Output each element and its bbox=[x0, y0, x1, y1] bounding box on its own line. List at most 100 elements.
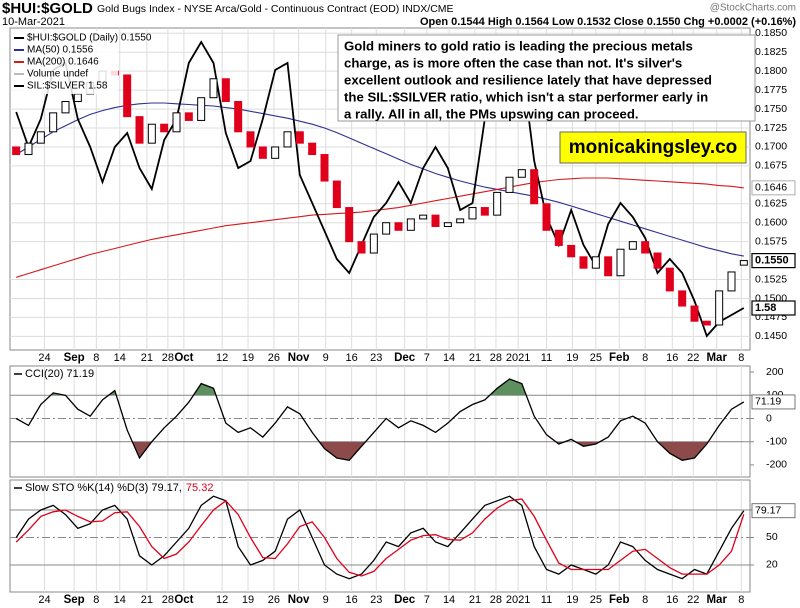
x-tick-label: 16 bbox=[346, 352, 358, 364]
x-tick-label: 8 bbox=[93, 594, 99, 606]
candle-body bbox=[320, 154, 329, 182]
candle-body bbox=[554, 229, 563, 246]
value-tag bbox=[751, 300, 796, 316]
candle-body bbox=[591, 256, 600, 269]
x-tick-label: 8 bbox=[93, 352, 99, 364]
candle-body bbox=[604, 256, 613, 277]
value-tag-label: 0.1646 bbox=[755, 182, 787, 194]
candle-body bbox=[665, 267, 674, 292]
x-tick-label: 21 bbox=[469, 594, 481, 606]
panel-title: Slow STO %K(14) %D(3) 79.17, bbox=[25, 482, 182, 494]
quote: Open 0.1544 High 0.1564 Low 0.1532 Close… bbox=[420, 16, 796, 28]
y-tick-label: 0.1700 bbox=[755, 141, 787, 153]
legend-label: MA(200) 0.1646 bbox=[27, 57, 99, 68]
candle-body bbox=[394, 222, 403, 231]
x-tick-label: 28 bbox=[490, 594, 502, 606]
value-tag-label: 0.1550 bbox=[755, 255, 789, 267]
y-tick-label: 0.1600 bbox=[755, 216, 787, 228]
candle-body bbox=[345, 207, 354, 243]
legend-label: MA(50) 0.1556 bbox=[27, 45, 94, 56]
x-tick-label: 9 bbox=[323, 594, 329, 606]
candle-body bbox=[505, 176, 514, 193]
annotation-line: Gold miners to gold ratio is leading the… bbox=[344, 38, 693, 53]
y-tick-label: 0.1800 bbox=[755, 65, 787, 77]
candle-body bbox=[332, 180, 341, 209]
x-tick-label: 23 bbox=[370, 594, 382, 606]
candle-body bbox=[258, 146, 267, 159]
candle-body bbox=[443, 222, 452, 228]
x-tick-label: 19 bbox=[242, 594, 254, 606]
candle-body bbox=[690, 305, 699, 322]
candle-body bbox=[406, 218, 415, 231]
legend-box bbox=[12, 31, 118, 94]
candle-body bbox=[24, 142, 33, 156]
legend-label: Volume undef bbox=[27, 69, 88, 80]
candle-body bbox=[234, 100, 243, 133]
x-tick-label: 14 bbox=[443, 594, 455, 606]
badge: monicakingsley.co bbox=[569, 137, 738, 158]
annotation-box bbox=[337, 34, 756, 122]
x-tick-label: 8 bbox=[642, 352, 648, 364]
panel-title: CCI(20) 71.19 bbox=[25, 368, 94, 380]
candle-body bbox=[628, 241, 637, 250]
y-tick-label: 0.1675 bbox=[755, 160, 787, 172]
x-tick-label: 9 bbox=[323, 352, 329, 364]
x-tick-label: Feb bbox=[609, 594, 629, 606]
x-tick-label: 16 bbox=[666, 352, 678, 364]
candle-body bbox=[172, 112, 181, 133]
candle-body bbox=[209, 78, 218, 99]
y-tick-label: 20 bbox=[766, 559, 778, 571]
lower-fill bbox=[16, 441, 744, 461]
x-tick-label: 16 bbox=[346, 594, 358, 606]
candle-body bbox=[653, 252, 662, 269]
symbol: $HUI:$GOLD bbox=[2, 0, 93, 17]
y-tick-label: 200 bbox=[766, 366, 784, 378]
x-tick-label: 24 bbox=[38, 352, 50, 364]
value-tag bbox=[751, 503, 796, 519]
candle-body bbox=[295, 131, 304, 144]
x-tick-label: Oct bbox=[174, 352, 193, 364]
x-tick-label: 22 bbox=[687, 594, 699, 606]
x-tick-label: Nov bbox=[288, 594, 310, 606]
candle-body bbox=[542, 203, 551, 231]
candle-body bbox=[579, 256, 588, 269]
upper-fill bbox=[16, 379, 744, 396]
y-tick-label: 0.1775 bbox=[755, 84, 787, 96]
candle-body bbox=[12, 146, 21, 156]
series-line bbox=[15, 40, 745, 338]
value-tag bbox=[751, 180, 796, 196]
x-tick-label: 16 bbox=[666, 594, 678, 606]
candle-body bbox=[271, 146, 280, 159]
y-tick-label: 0 bbox=[766, 412, 772, 424]
x-tick-label: 2021 bbox=[506, 352, 530, 364]
candle-body bbox=[184, 112, 193, 121]
x-tick-label: 2021 bbox=[506, 594, 530, 606]
candle-body bbox=[739, 260, 748, 266]
panel-frame bbox=[9, 479, 751, 593]
candle-body bbox=[616, 248, 625, 277]
candle-body bbox=[61, 100, 70, 114]
candle-body bbox=[308, 142, 317, 156]
candle-body bbox=[369, 233, 378, 254]
x-tick-label: Sep bbox=[64, 594, 85, 606]
candle-body bbox=[221, 78, 230, 102]
x-tick-label: 7 bbox=[424, 594, 430, 606]
candle-body bbox=[283, 131, 292, 148]
series-line bbox=[15, 378, 745, 462]
x-tick-label: 21 bbox=[141, 352, 153, 364]
candle-body bbox=[36, 131, 45, 144]
x-tick-label: 22 bbox=[687, 352, 699, 364]
x-tick-label: Mar bbox=[706, 594, 727, 606]
y-tick-label: 0.1625 bbox=[755, 198, 787, 210]
annotation-line: charge, as is more often the case than n… bbox=[344, 55, 682, 70]
y-tick-label: 0.1750 bbox=[755, 103, 787, 115]
x-tick-label: Dec bbox=[394, 352, 416, 364]
value-tag-label: 1.58 bbox=[755, 302, 776, 314]
series-line bbox=[15, 495, 745, 580]
candle-body bbox=[530, 169, 539, 205]
source: @StockCharts.com bbox=[710, 3, 796, 14]
value-tag-label: 79.17 bbox=[755, 505, 781, 517]
candle-body bbox=[517, 169, 526, 178]
panel-frame bbox=[9, 365, 751, 478]
